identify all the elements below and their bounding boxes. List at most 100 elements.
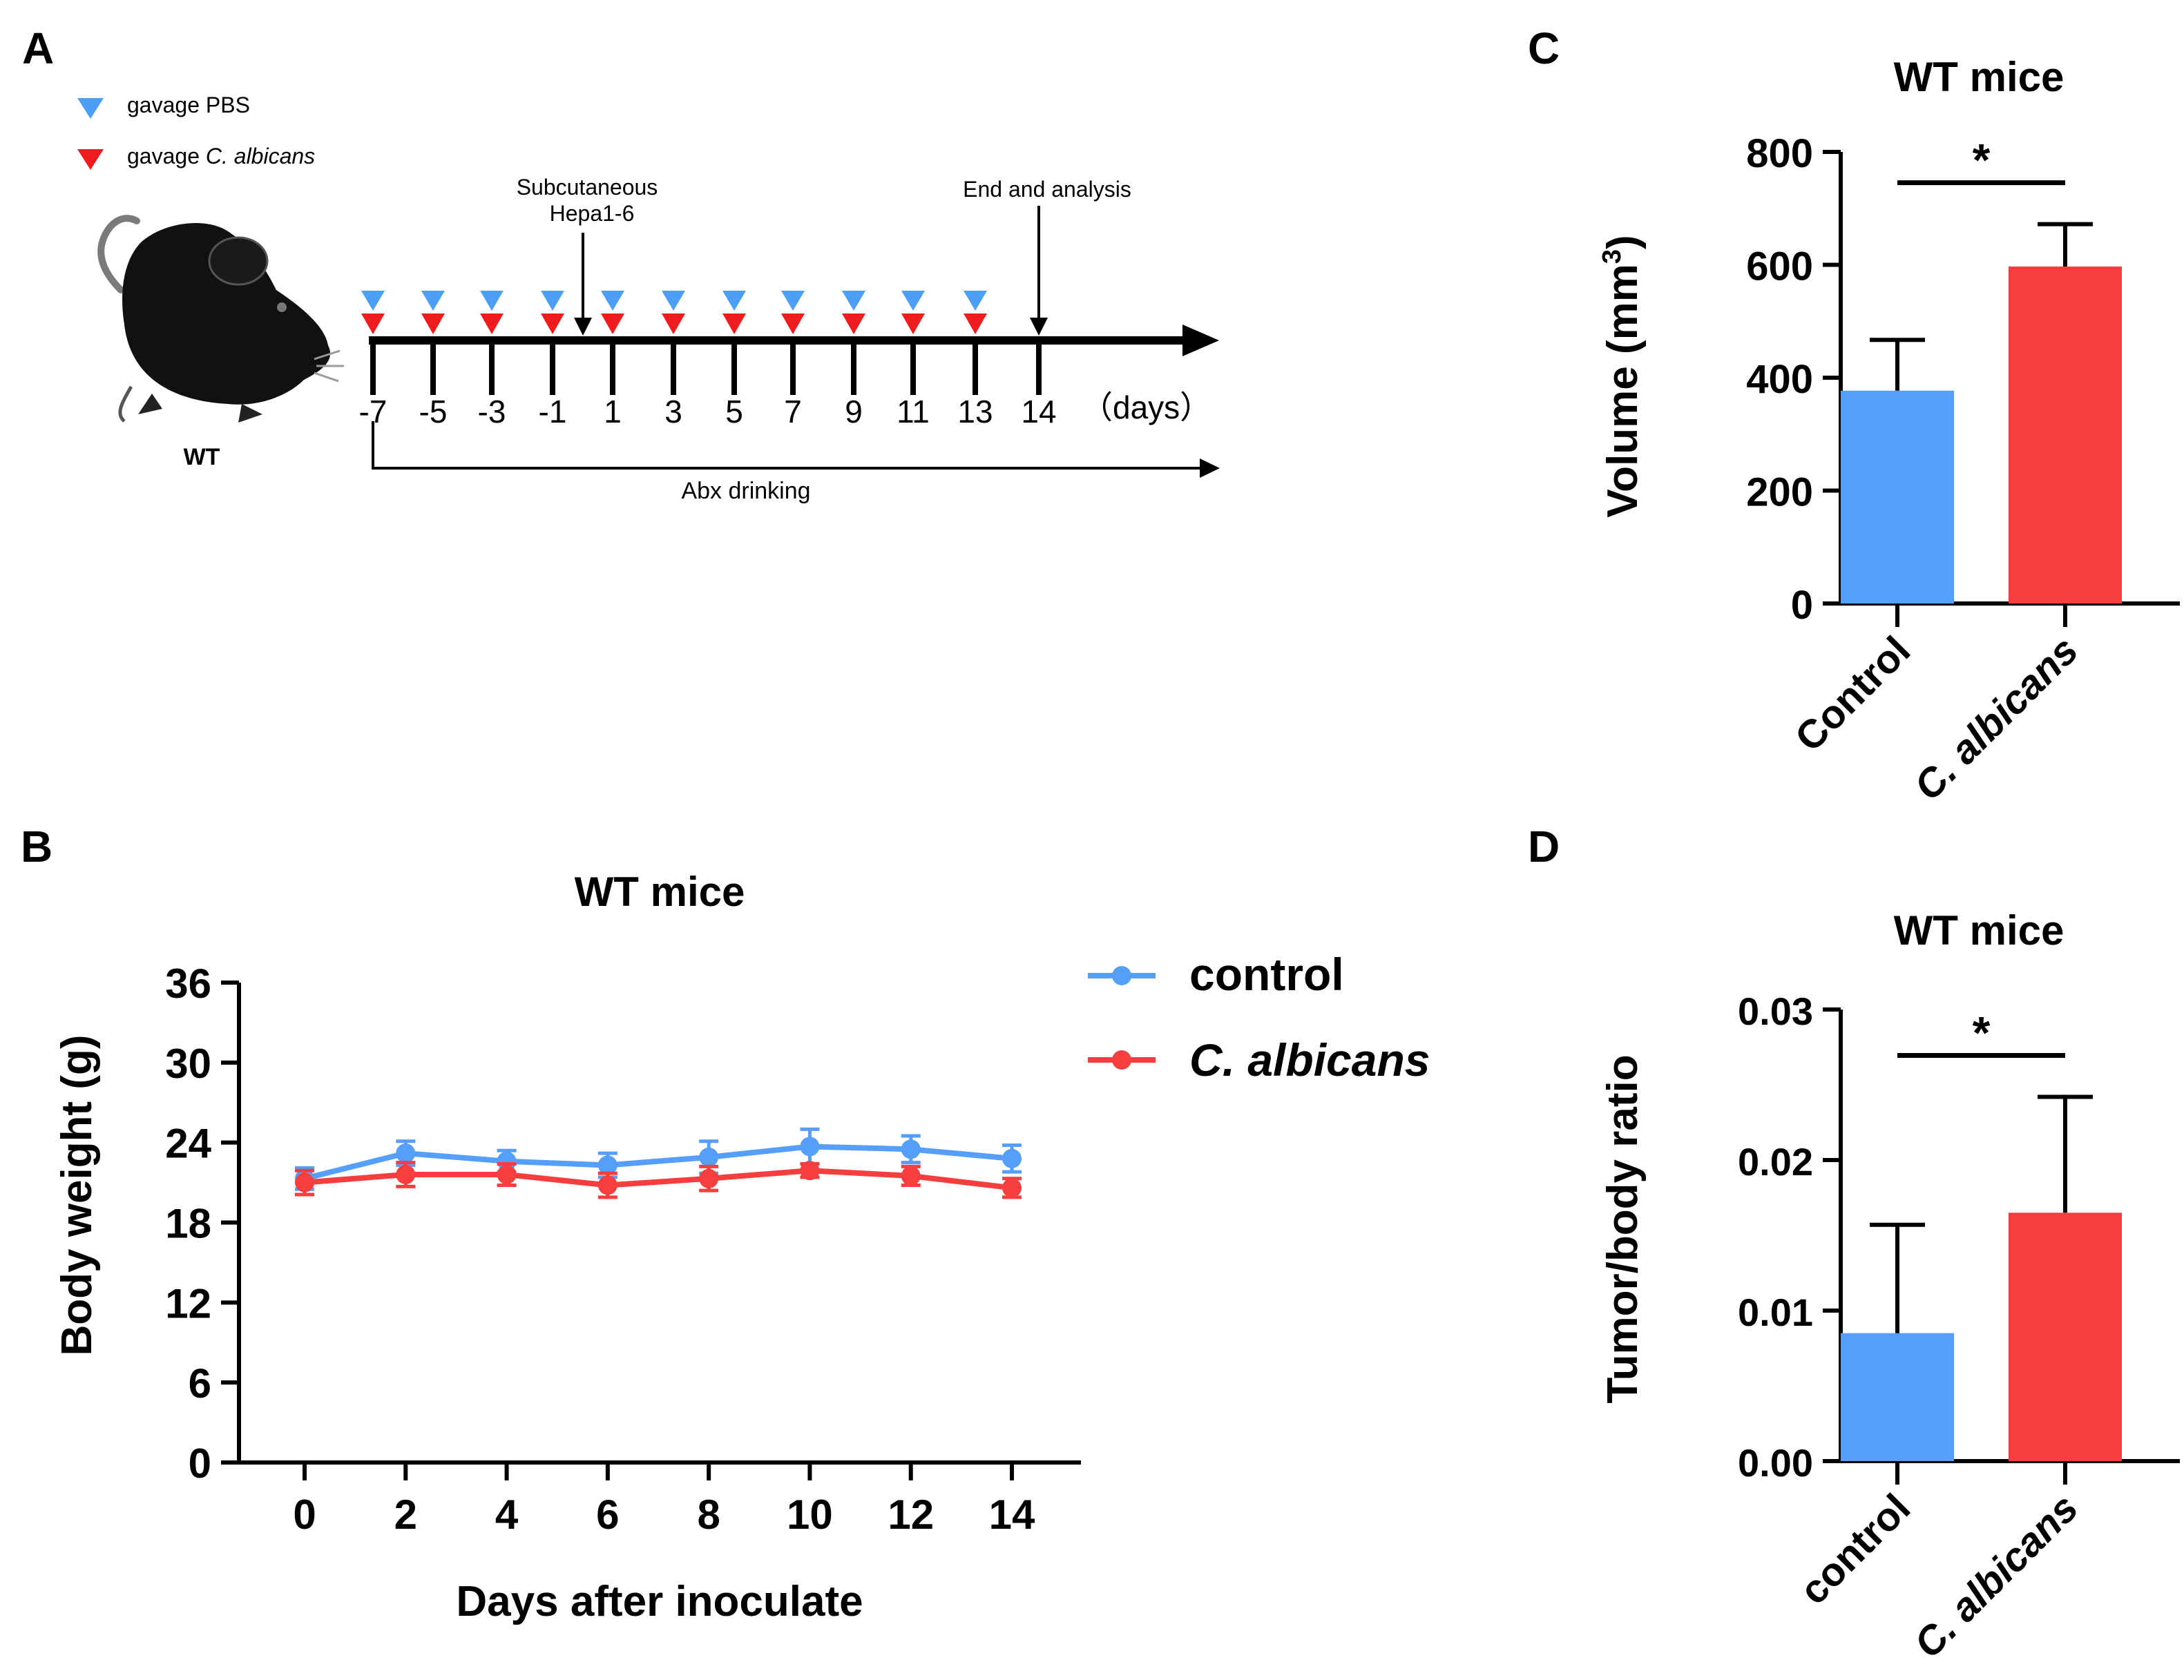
mouse-icon bbox=[97, 215, 344, 423]
d-title: WT mice bbox=[1894, 907, 2065, 954]
pbs-gavage-triangle-icon bbox=[541, 291, 564, 311]
b-data-point bbox=[497, 1165, 517, 1184]
candida-gavage-triangle-icon bbox=[781, 313, 805, 334]
pbs-gavage-triangle-icon bbox=[480, 291, 504, 311]
c-ytick-label: 800 bbox=[1746, 131, 1813, 176]
c-xtick-label: Control bbox=[1786, 628, 1919, 760]
b-title: WT mice bbox=[575, 869, 745, 915]
d-ytick-label: 0.01 bbox=[1738, 1291, 1813, 1334]
b-ytick-label: 6 bbox=[189, 1360, 211, 1407]
timeline-day-label: 7 bbox=[784, 394, 802, 429]
b-data-point bbox=[497, 1151, 517, 1171]
c-error-bar bbox=[1870, 338, 1925, 391]
b-data-point bbox=[901, 1139, 921, 1159]
d-significance-star: * bbox=[1973, 1007, 1991, 1058]
b-legend: control C. albicans bbox=[1088, 949, 1430, 1085]
b-legend-candida-marker bbox=[1112, 1050, 1131, 1070]
timeline-ticks: -7 -5 -3 -1 1 3 5 7 9 11 13 14 bbox=[359, 338, 1057, 429]
b-ytick-label: 36 bbox=[165, 960, 211, 1007]
panel-c: C WT mice Volume (mm3) 0 200 400 600 800 Cont… bbox=[1528, 23, 2180, 809]
legend-pbs-triangle-icon bbox=[77, 98, 104, 119]
b-data-point bbox=[901, 1166, 921, 1186]
b-ylabel: Body weight (g) bbox=[53, 1035, 101, 1356]
timeline-arrowhead bbox=[1182, 325, 1219, 356]
timeline-day-label: 13 bbox=[957, 394, 993, 429]
pbs-gavage-triangle-icon bbox=[662, 291, 685, 311]
b-series-line bbox=[304, 1143, 1013, 1181]
timeline-day-label: 5 bbox=[725, 394, 743, 429]
b-xlabel: Days after inoculate bbox=[456, 1578, 863, 1625]
b-data-point bbox=[800, 1137, 820, 1157]
timeline-day-label: -1 bbox=[539, 394, 567, 429]
panel-a-label: A bbox=[22, 23, 54, 73]
panel-c-label: C bbox=[1528, 23, 1560, 73]
pbs-gavage-triangle-icon bbox=[722, 291, 746, 311]
abx-label: Abx drinking bbox=[681, 478, 810, 504]
c-ytick-label: 200 bbox=[1746, 470, 1813, 515]
panel-d: D WT mice Tumor/body ratio 0.000.010.020… bbox=[1528, 822, 2180, 1667]
d-error-bar bbox=[1870, 1222, 1925, 1333]
panel-b: B WT mice Body weight (g) Days after ino… bbox=[21, 822, 1430, 1625]
panel-a: A gavage PBS gavage C. albicans WT Subcu… bbox=[22, 23, 1220, 504]
d-xtick-label: C. albicans bbox=[1906, 1485, 2087, 1667]
pbs-gavage-triangle-icon bbox=[842, 291, 865, 311]
legend-pbs-label: gavage PBS bbox=[127, 93, 250, 117]
abx-bracket bbox=[372, 421, 1203, 470]
b-legend-control-marker bbox=[1112, 966, 1131, 985]
b-series-line bbox=[304, 1168, 1013, 1191]
d-bar-candida bbox=[2009, 1213, 2122, 1461]
end-analysis-label: End and analysis bbox=[963, 177, 1131, 202]
b-data-point bbox=[396, 1165, 416, 1184]
pbs-gavage-triangle-icon bbox=[964, 291, 987, 311]
b-legend-control-label: control bbox=[1189, 949, 1344, 1000]
d-xtick-label: control bbox=[1791, 1485, 1919, 1613]
d-ylabel: Tumor/body ratio bbox=[1599, 1054, 1647, 1403]
b-xtick-label: 2 bbox=[394, 1491, 417, 1538]
abx-arrowhead bbox=[1200, 458, 1220, 478]
candida-gavage-triangle-icon bbox=[541, 313, 564, 334]
candida-gavage-triangle-icon bbox=[842, 313, 865, 334]
candida-gavage-triangle-icon bbox=[361, 313, 385, 334]
b-xtick-label: 12 bbox=[888, 1491, 934, 1538]
mouse-label: WT bbox=[184, 444, 220, 470]
timeline-day-label: -3 bbox=[478, 394, 506, 429]
timeline-day-label: 14 bbox=[1021, 394, 1056, 429]
c-xtick-label: C. albicans bbox=[1906, 628, 2087, 809]
b-ytick-label: 24 bbox=[165, 1121, 211, 1167]
timeline-day-label: 3 bbox=[664, 394, 682, 429]
candida-gavage-triangle-icon bbox=[480, 313, 504, 334]
b-data-point bbox=[1002, 1178, 1022, 1198]
b-xtick-label: 6 bbox=[596, 1491, 619, 1538]
candida-gavage-triangle-icon bbox=[421, 313, 445, 334]
hepa-label: Hepa1-6 bbox=[550, 201, 635, 226]
pbs-gavage-triangle-icon bbox=[421, 291, 445, 311]
c-bar-control bbox=[1841, 390, 1954, 604]
c-bar-candida bbox=[2009, 266, 2122, 604]
timeline-day-label: 1 bbox=[604, 394, 622, 429]
days-unit-label: （days） bbox=[1081, 389, 1211, 425]
c-ylabel: Volume (mm3) bbox=[1598, 235, 1647, 517]
b-legend-control: control bbox=[1088, 949, 1344, 1000]
timeline-day-label: 9 bbox=[845, 394, 863, 429]
b-ytick-label: 30 bbox=[165, 1041, 211, 1087]
candida-gavage-triangle-icon bbox=[601, 313, 624, 334]
c-significance-star: * bbox=[1973, 135, 1991, 186]
b-xtick-label: 4 bbox=[495, 1491, 519, 1538]
b-data-point bbox=[1002, 1148, 1022, 1168]
c-ytick-label: 400 bbox=[1746, 357, 1813, 402]
b-data-point bbox=[396, 1143, 416, 1164]
b-data-point bbox=[597, 1155, 617, 1175]
candida-gavage-triangle-icon bbox=[722, 313, 746, 334]
b-ytick-label: 0 bbox=[189, 1440, 211, 1487]
c-error-bar bbox=[2038, 222, 2093, 267]
subcutaneous-arrowhead bbox=[574, 318, 592, 336]
c-ytick-label: 0 bbox=[1791, 583, 1813, 628]
b-data-point bbox=[295, 1172, 314, 1193]
b-xtick-label: 14 bbox=[989, 1491, 1035, 1538]
pbs-gavage-triangle-icon bbox=[901, 291, 925, 311]
legend-candida-label: gavage C. albicans bbox=[127, 144, 315, 168]
pbs-gavage-triangle-icon bbox=[601, 291, 624, 311]
